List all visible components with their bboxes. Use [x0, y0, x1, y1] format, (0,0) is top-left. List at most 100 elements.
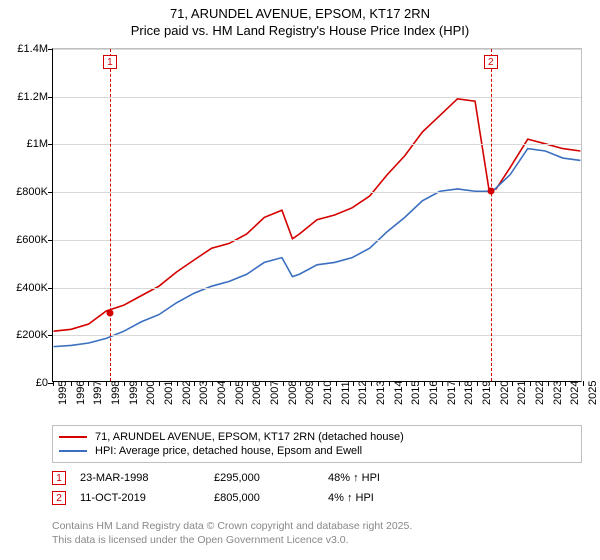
x-tick [194, 381, 195, 386]
x-tick [459, 381, 460, 386]
x-tick [336, 381, 337, 386]
transaction-price: £805,000 [214, 492, 314, 504]
transaction-vline [110, 49, 111, 381]
x-axis-label: 2010 [322, 381, 334, 405]
x-axis-label: 1995 [57, 381, 69, 405]
x-tick [159, 381, 160, 386]
footnote-line2: This data is licensed under the Open Gov… [52, 534, 582, 548]
y-axis-label: £600K [4, 234, 48, 246]
transactions-table: 123-MAR-1998£295,00048% ↑ HPI211-OCT-201… [52, 468, 582, 508]
transaction-marker: 2 [484, 55, 498, 69]
x-tick [424, 381, 425, 386]
x-tick [71, 381, 72, 386]
x-tick [565, 381, 566, 386]
x-tick [106, 381, 107, 386]
y-tick [48, 335, 53, 336]
legend-label: 71, ARUNDEL AVENUE, EPSOM, KT17 2RN (det… [95, 431, 404, 443]
chart-plot-area: £0£200K£400K£600K£800K£1M£1.2M£1.4M19951… [52, 48, 582, 382]
transaction-row-marker: 2 [52, 491, 66, 505]
x-axis-label: 2021 [516, 381, 528, 405]
y-axis-label: £1M [4, 138, 48, 150]
footnote-line1: Contains HM Land Registry data © Crown c… [52, 520, 582, 534]
x-tick [141, 381, 142, 386]
y-axis-label: £800K [4, 186, 48, 198]
gridline [53, 97, 581, 98]
y-axis-label: £200K [4, 329, 48, 341]
x-tick [353, 381, 354, 386]
x-axis-label: 1997 [92, 381, 104, 405]
chart-lines-svg [53, 49, 581, 381]
gridline [53, 335, 581, 336]
x-tick [583, 381, 584, 386]
x-tick [124, 381, 125, 386]
x-axis-label: 2002 [181, 381, 193, 405]
x-axis-label: 2006 [251, 381, 263, 405]
x-axis-label: 2023 [552, 381, 564, 405]
legend-row: HPI: Average price, detached house, Epso… [59, 444, 575, 458]
y-axis-label: £400K [4, 282, 48, 294]
chart-legend: 71, ARUNDEL AVENUE, EPSOM, KT17 2RN (det… [52, 425, 582, 463]
transaction-pct: 4% ↑ HPI [328, 492, 448, 504]
x-axis-label: 2016 [428, 381, 440, 405]
x-axis-label: 2015 [410, 381, 422, 405]
x-axis-label: 2014 [393, 381, 405, 405]
x-axis-label: 1999 [128, 381, 140, 405]
x-axis-label: 2012 [357, 381, 369, 405]
legend-label: HPI: Average price, detached house, Epso… [95, 445, 362, 457]
y-tick [48, 49, 53, 50]
x-tick [265, 381, 266, 386]
transaction-point [106, 309, 113, 316]
x-axis-label: 2007 [269, 381, 281, 405]
transaction-marker: 1 [103, 55, 117, 69]
x-axis-label: 2004 [216, 381, 228, 405]
transaction-date: 23-MAR-1998 [80, 472, 200, 484]
license-footnote: Contains HM Land Registry data © Crown c… [52, 520, 582, 547]
x-tick [177, 381, 178, 386]
x-tick [442, 381, 443, 386]
y-axis-label: £1.4M [4, 43, 48, 55]
x-tick [300, 381, 301, 386]
x-axis-label: 2022 [534, 381, 546, 405]
x-axis-label: 2017 [446, 381, 458, 405]
legend-swatch [59, 436, 87, 438]
x-tick [88, 381, 89, 386]
gridline [53, 240, 581, 241]
transaction-date: 11-OCT-2019 [80, 492, 200, 504]
legend-swatch [59, 450, 87, 452]
x-axis-label: 2019 [481, 381, 493, 405]
x-axis-label: 2018 [463, 381, 475, 405]
gridline [53, 288, 581, 289]
series-line [54, 99, 581, 331]
y-axis-label: £1.2M [4, 91, 48, 103]
x-axis-label: 1998 [110, 381, 122, 405]
x-tick [318, 381, 319, 386]
transaction-row: 123-MAR-1998£295,00048% ↑ HPI [52, 468, 582, 488]
transaction-pct: 48% ↑ HPI [328, 472, 448, 484]
x-axis-label: 2001 [163, 381, 175, 405]
x-axis-label: 2011 [340, 381, 352, 405]
x-axis-label: 2020 [499, 381, 511, 405]
x-tick [406, 381, 407, 386]
x-tick [283, 381, 284, 386]
gridline [53, 144, 581, 145]
y-tick [48, 144, 53, 145]
gridline [53, 192, 581, 193]
x-axis-label: 2024 [569, 381, 581, 405]
x-axis-label: 2013 [375, 381, 387, 405]
transaction-point [487, 187, 494, 194]
y-tick [48, 240, 53, 241]
x-tick [212, 381, 213, 386]
x-tick [530, 381, 531, 386]
x-axis-label: 2005 [234, 381, 246, 405]
x-tick [477, 381, 478, 386]
transaction-price: £295,000 [214, 472, 314, 484]
x-tick [247, 381, 248, 386]
y-tick [48, 288, 53, 289]
chart-title-subtitle: Price paid vs. HM Land Registry's House … [0, 21, 600, 38]
x-tick [512, 381, 513, 386]
transaction-vline [491, 49, 492, 381]
x-axis-label: 1996 [75, 381, 87, 405]
x-axis-label: 2009 [304, 381, 316, 405]
x-axis-label: 2025 [587, 381, 599, 405]
transaction-row: 2 11-OCT-2019 £805,000 4% ↑ HPI [52, 488, 582, 508]
